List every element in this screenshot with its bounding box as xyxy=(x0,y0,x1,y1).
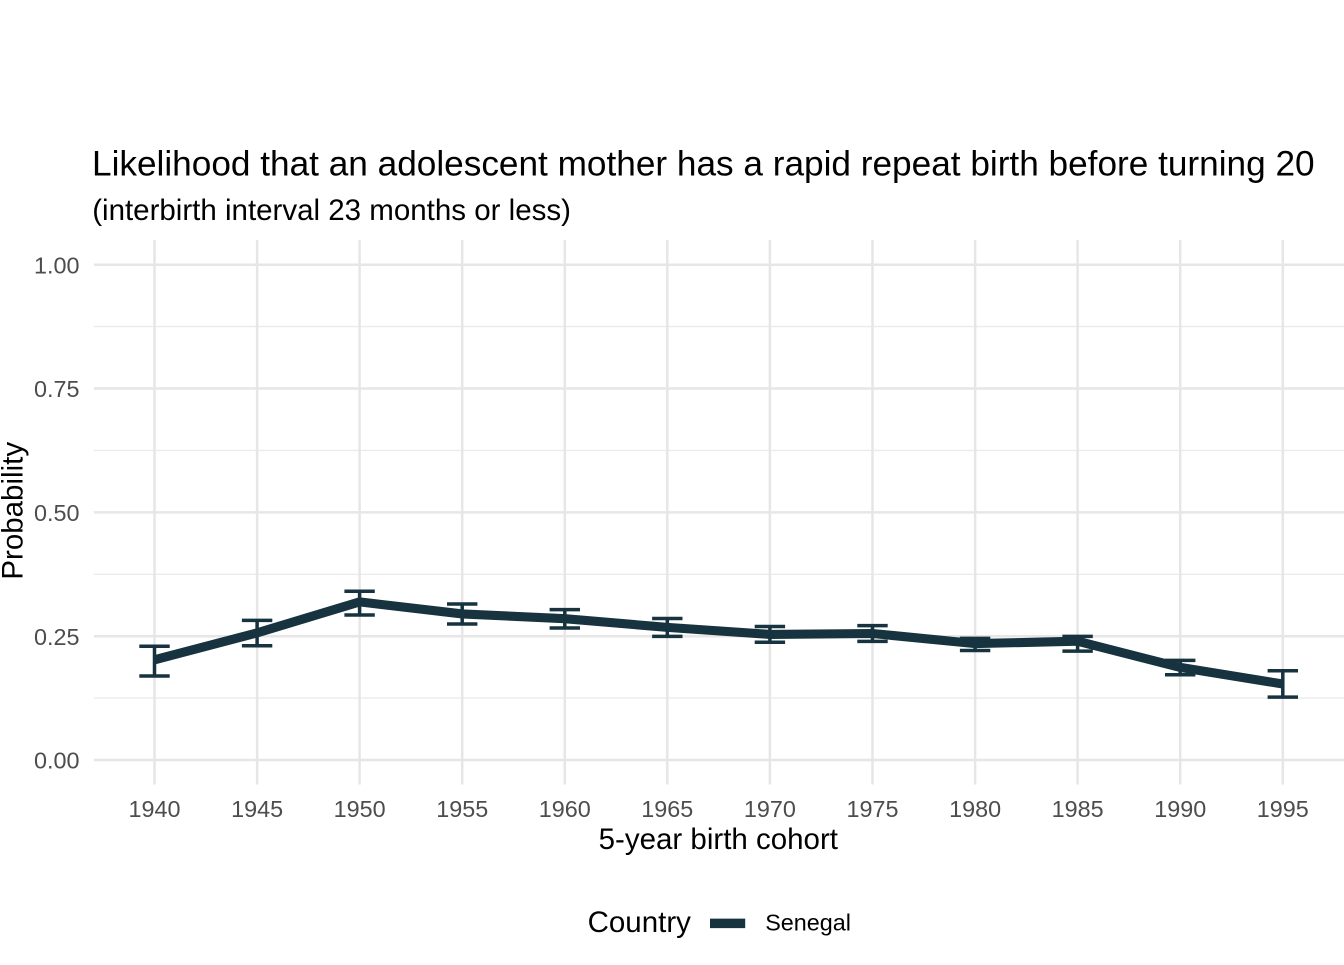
svg-text:0.50: 0.50 xyxy=(34,500,80,526)
svg-text:Likelihood that an adolescent: Likelihood that an adolescent mother has… xyxy=(92,144,1315,183)
svg-text:0.75: 0.75 xyxy=(34,376,80,402)
svg-text:1990: 1990 xyxy=(1154,796,1206,822)
svg-text:Country: Country xyxy=(588,906,692,939)
svg-text:1965: 1965 xyxy=(641,796,693,822)
svg-text:0.00: 0.00 xyxy=(34,748,80,774)
svg-text:1980: 1980 xyxy=(949,796,1001,822)
svg-text:5-year birth cohort: 5-year birth cohort xyxy=(599,823,838,856)
svg-text:Probability: Probability xyxy=(0,442,29,580)
svg-text:1.00: 1.00 xyxy=(34,252,80,278)
svg-text:1975: 1975 xyxy=(846,796,898,822)
svg-text:(interbirth interval 23 months: (interbirth interval 23 months or less) xyxy=(92,194,571,227)
svg-text:1940: 1940 xyxy=(128,796,180,822)
svg-text:1945: 1945 xyxy=(231,796,283,822)
svg-text:1995: 1995 xyxy=(1257,796,1309,822)
svg-text:1985: 1985 xyxy=(1052,796,1104,822)
svg-text:1950: 1950 xyxy=(334,796,386,822)
svg-text:Senegal: Senegal xyxy=(765,909,851,935)
svg-text:0.25: 0.25 xyxy=(34,624,80,650)
svg-text:1955: 1955 xyxy=(436,796,488,822)
svg-text:1970: 1970 xyxy=(744,796,796,822)
svg-text:1960: 1960 xyxy=(539,796,591,822)
